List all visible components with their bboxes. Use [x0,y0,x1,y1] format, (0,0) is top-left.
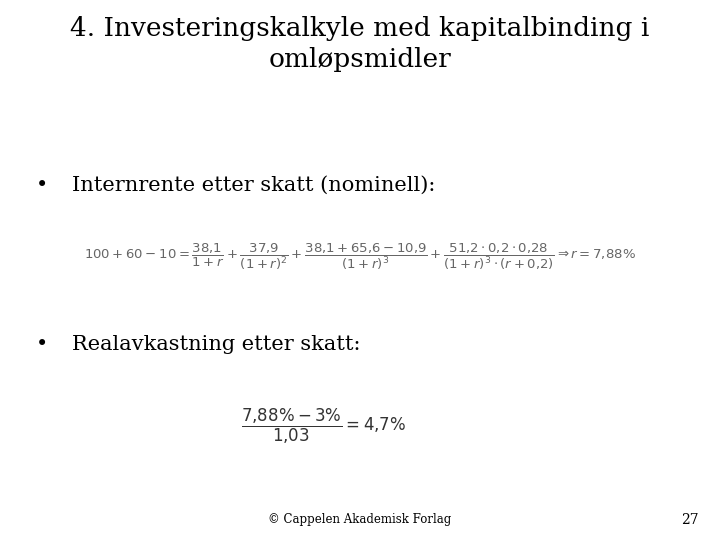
Text: 4. Investeringskalkyle med kapitalbinding i
omløpsmidler: 4. Investeringskalkyle med kapitalbindin… [71,16,649,72]
Text: $100 + 60 - 10 = \dfrac{38{,}1}{1+r} + \dfrac{37{,}9}{\left(1+r\right)^{2}} + \d: $100 + 60 - 10 = \dfrac{38{,}1}{1+r} + \… [84,241,636,272]
Text: •: • [36,176,48,194]
Text: © Cappelen Akademisk Forlag: © Cappelen Akademisk Forlag [269,514,451,526]
Text: 27: 27 [681,512,698,526]
Text: •: • [36,335,48,354]
Text: $\dfrac{7{,}88\% - 3\%}{1{,}03} = 4{,}7\%$: $\dfrac{7{,}88\% - 3\%}{1{,}03} = 4{,}7\… [241,407,407,446]
Text: Internrente etter skatt (nominell):: Internrente etter skatt (nominell): [72,176,436,194]
Text: Realavkastning etter skatt:: Realavkastning etter skatt: [72,335,361,354]
